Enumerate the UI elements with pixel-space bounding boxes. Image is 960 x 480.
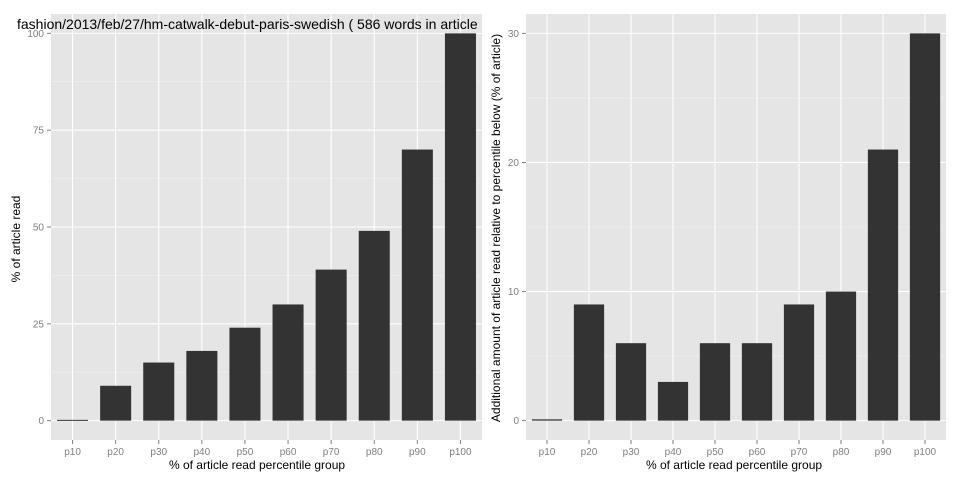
bar-p80: [358, 230, 390, 421]
y-tick-label: 75: [33, 126, 45, 137]
y-axis-left: 0 25 50 75 100: [27, 29, 51, 427]
x-tick-label-p20: p20: [581, 447, 598, 458]
x-tick-label-p90: p90: [875, 447, 892, 458]
bar-p70: [783, 304, 815, 421]
x-tick-label-p10: p10: [64, 447, 81, 458]
bar-p20: [573, 304, 605, 421]
y-tick-label: 30: [508, 29, 520, 40]
x-tick-label-p30: p30: [623, 447, 640, 458]
x-axis-title-right: % of article read percentile group: [646, 458, 822, 472]
x-axis-title-left: % of article read percentile group: [169, 458, 345, 472]
x-tick-label-p100: p100: [449, 447, 472, 458]
y-axis-title-right: Additional amount of article read relati…: [489, 34, 503, 422]
x-tick-label-p70: p70: [791, 447, 808, 458]
x-axis-left: p10 p20 p30 p40 p50 p60 p70 p80 p90 p100: [64, 440, 472, 458]
bar-p10: [57, 419, 89, 421]
bar-p100: [909, 33, 941, 421]
chart-title-left: fashion/2013/feb/27/hm-catwalk-debut-par…: [17, 16, 486, 32]
bar-p10: [531, 419, 563, 421]
bar-p40: [186, 350, 218, 421]
bar-p20: [100, 385, 132, 421]
x-tick-label-p80: p80: [833, 447, 850, 458]
y-tick-label: 25: [33, 319, 45, 330]
x-tick-label-p80: p80: [366, 447, 383, 458]
y-tick-label: 20: [508, 158, 520, 169]
x-axis-right: p10 p20 p30 p40 p50 p60 p70 p80 p90 p100: [539, 440, 937, 458]
bar-p30: [615, 343, 647, 421]
y-tick-label: 0: [513, 416, 519, 427]
x-tick-label-p20: p20: [107, 447, 124, 458]
x-tick-label-p90: p90: [409, 447, 426, 458]
x-tick-label-p10: p10: [539, 447, 556, 458]
bar-p50: [699, 343, 731, 421]
x-tick-label-p50: p50: [707, 447, 724, 458]
x-tick-label-p70: p70: [323, 447, 340, 458]
x-tick-label-p30: p30: [150, 447, 167, 458]
bar-p50: [229, 327, 261, 421]
bar-p40: [657, 381, 689, 421]
bar-p100: [444, 33, 476, 421]
x-tick-label-p60: p60: [280, 447, 297, 458]
bar-p30: [143, 362, 175, 421]
bar-p90: [867, 149, 899, 421]
bar-p60: [272, 304, 304, 421]
x-tick-label-p50: p50: [237, 447, 254, 458]
y-axis-title-left: % of article read: [9, 196, 23, 283]
bar-p60: [741, 343, 773, 421]
x-tick-label-p100: p100: [914, 447, 937, 458]
y-tick-label: 10: [508, 287, 520, 298]
bars-left: [57, 33, 476, 421]
x-tick-label-p40: p40: [194, 447, 211, 458]
y-axis-right: 0 10 20 30: [508, 29, 526, 427]
y-tick-label: 50: [33, 223, 45, 234]
bar-p70: [315, 269, 347, 421]
y-tick-label: 100: [27, 29, 44, 40]
bar-p80: [825, 291, 857, 421]
y-tick-label: 0: [38, 416, 44, 427]
x-tick-label-p40: p40: [665, 447, 682, 458]
bars-right: [531, 33, 941, 421]
bar-p90: [401, 149, 433, 421]
x-tick-label-p60: p60: [749, 447, 766, 458]
